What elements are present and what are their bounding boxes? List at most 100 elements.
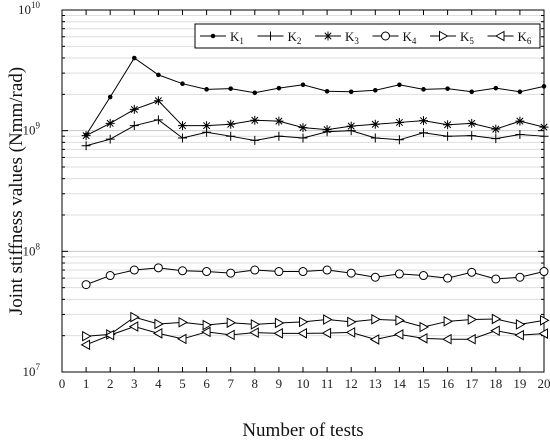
series-k1-point bbox=[132, 55, 137, 61]
series-k5-point bbox=[515, 319, 526, 330]
series-k5-point bbox=[178, 316, 189, 328]
legend-entry-k5: K5 bbox=[430, 29, 474, 46]
series-k5-point bbox=[323, 314, 333, 325]
series-k3-point bbox=[539, 122, 549, 132]
series-k5-point bbox=[419, 321, 430, 333]
series-k1-point bbox=[180, 81, 185, 87]
series-k2-point bbox=[178, 133, 187, 143]
legend: K1 K2 K3 K4 K5 K6 bbox=[194, 23, 541, 49]
series-k6-point bbox=[273, 328, 283, 339]
legend-entry-k1: K1 bbox=[200, 29, 244, 46]
series-k6-point bbox=[176, 333, 187, 345]
series-k2-point bbox=[419, 128, 428, 138]
series-k5-point bbox=[347, 316, 357, 328]
series-k4-point bbox=[202, 267, 212, 277]
legend-label: K6 bbox=[518, 29, 532, 46]
x-tick-label: 8 bbox=[252, 376, 259, 391]
series-k5-point bbox=[154, 318, 164, 330]
x-tick-label: 3 bbox=[131, 376, 138, 391]
series-k1-point bbox=[348, 89, 354, 95]
series-k2-point bbox=[443, 131, 453, 141]
x-tick-label: 7 bbox=[227, 376, 234, 391]
legend-marker bbox=[381, 31, 390, 41]
series-k6-point bbox=[538, 328, 548, 339]
series-k5-point bbox=[467, 314, 478, 325]
legend-label: K1 bbox=[230, 29, 244, 46]
series-k1-point bbox=[469, 89, 475, 95]
series-k1-point bbox=[204, 87, 209, 92]
y-tick-label: 109 bbox=[23, 121, 41, 138]
series-k3-point bbox=[250, 115, 260, 125]
series-k1-point bbox=[107, 94, 113, 100]
series-k6-point bbox=[369, 334, 380, 345]
y-tick-label: 107 bbox=[23, 362, 41, 379]
x-tick-label: 15 bbox=[417, 376, 430, 391]
series-k5 bbox=[82, 311, 550, 342]
series-k4-point bbox=[419, 271, 428, 281]
series-k6-point bbox=[466, 333, 476, 345]
legend-label: K3 bbox=[345, 29, 359, 46]
series-k2-point bbox=[105, 134, 115, 144]
series-k1-point bbox=[276, 85, 282, 91]
series-k4-point bbox=[274, 267, 284, 277]
legend-label: K5 bbox=[460, 29, 474, 46]
x-tick-label: 19 bbox=[513, 376, 526, 391]
legend-marker bbox=[494, 30, 505, 42]
series-k6-point bbox=[514, 329, 524, 341]
x-tick-label: 20 bbox=[538, 376, 550, 391]
grid-layer bbox=[62, 15, 544, 337]
x-tick-label: 2 bbox=[107, 376, 114, 391]
series-k2-point bbox=[298, 133, 308, 143]
series-k4-point bbox=[515, 272, 525, 282]
x-tick-label: 0 bbox=[59, 376, 66, 391]
series-k3-point bbox=[81, 131, 91, 141]
series-k3-point bbox=[298, 123, 308, 133]
series-k3-point bbox=[153, 96, 163, 106]
series-k3-point bbox=[443, 120, 453, 130]
y-tick-label: 1010 bbox=[18, 0, 41, 17]
series-k2-point bbox=[467, 131, 477, 141]
series-k4-point bbox=[443, 273, 453, 283]
x-axis-label: Number of tests bbox=[242, 420, 363, 441]
x-tick-label: 5 bbox=[179, 376, 186, 391]
series-k5-point bbox=[82, 330, 92, 342]
series-k1-point bbox=[228, 86, 233, 91]
series-k3-point bbox=[178, 121, 187, 131]
series-k6-point bbox=[321, 327, 332, 339]
series-k4-point bbox=[153, 263, 163, 273]
series-k1-point bbox=[445, 86, 450, 91]
x-tick-label: 17 bbox=[465, 376, 479, 391]
series-k3-point bbox=[322, 125, 332, 135]
series-k1 bbox=[83, 55, 547, 138]
legend-marker bbox=[210, 33, 216, 39]
series-k6-point bbox=[417, 333, 428, 344]
series-k6-point bbox=[393, 329, 404, 340]
series-k4-point bbox=[226, 268, 236, 278]
series-k2-point bbox=[491, 134, 501, 144]
x-tick-label: 12 bbox=[345, 376, 358, 391]
series-k2-point bbox=[370, 133, 380, 143]
x-tick-label: 16 bbox=[441, 376, 455, 391]
series-k6-point bbox=[297, 328, 307, 339]
series-k6-point bbox=[152, 328, 163, 339]
series-k4 bbox=[81, 263, 549, 290]
series-k1-point bbox=[300, 82, 306, 88]
series-k5-point bbox=[250, 319, 261, 330]
series-k1-point bbox=[373, 88, 378, 93]
series-k6-point bbox=[225, 329, 235, 341]
series-k5-point bbox=[130, 311, 140, 323]
series-k6-point bbox=[490, 325, 500, 337]
series-k1-point bbox=[541, 84, 547, 89]
series-k2-point bbox=[81, 141, 91, 151]
y-tick-label: 108 bbox=[23, 241, 41, 258]
series-k5-point bbox=[540, 314, 550, 326]
series-k4-point bbox=[250, 265, 260, 275]
series-k1-line bbox=[85, 57, 545, 136]
series-k1-point bbox=[397, 82, 402, 88]
x-tick-label: 10 bbox=[297, 376, 310, 391]
legend-label: K4 bbox=[403, 29, 417, 46]
legend-entry-k3: K3 bbox=[315, 29, 359, 46]
series-k3-point bbox=[274, 116, 284, 126]
series-k2-point bbox=[250, 135, 260, 145]
